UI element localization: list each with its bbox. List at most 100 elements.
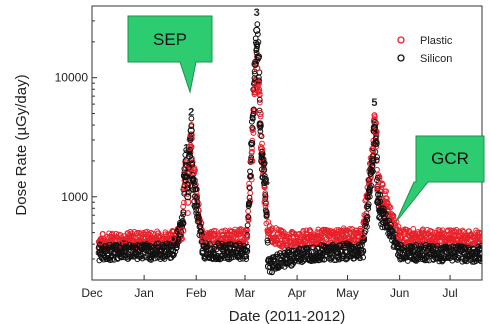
- band-point-silicon: [246, 200, 253, 207]
- peak-label-5: 5: [371, 97, 377, 109]
- band-point-plastic: [133, 231, 140, 237]
- band-point-plastic: [250, 130, 257, 136]
- peak-label-2: 2: [188, 107, 194, 119]
- band-point-silicon: [233, 242, 240, 249]
- band-point-silicon: [195, 212, 202, 218]
- band-point-plastic: [245, 216, 252, 223]
- y-tick-label-1: 10000: [55, 71, 89, 85]
- band-point-silicon: [326, 255, 332, 262]
- band-point-silicon: [364, 213, 371, 220]
- band-point-plastic: [180, 203, 187, 210]
- point-plastic-21: [264, 229, 273, 237]
- band-point-plastic: [117, 232, 124, 239]
- band-point-silicon: [374, 154, 380, 160]
- point-plastic-10: [189, 168, 197, 177]
- band-point-silicon: [188, 123, 195, 130]
- band-point-plastic: [148, 229, 155, 236]
- point-silicon-5: [180, 172, 189, 180]
- band-point-silicon: [369, 162, 376, 169]
- band-point-plastic: [445, 227, 451, 234]
- legend-silicon-marker: [397, 54, 405, 62]
- band-point-silicon: [246, 194, 253, 201]
- x-tick-label-7: Jul: [442, 286, 457, 300]
- point-silicon-15: [251, 60, 259, 68]
- point-plastic-31: [427, 233, 436, 242]
- point-silicon-1: [120, 247, 128, 255]
- point-plastic-20: [261, 198, 269, 206]
- band-point-plastic: [246, 184, 253, 191]
- point-silicon-13: [243, 247, 251, 255]
- x-tick-label-6: Jun: [390, 286, 409, 300]
- point-plastic-11: [199, 235, 207, 243]
- band-point-silicon: [171, 251, 177, 258]
- point-plastic-24: [333, 233, 342, 241]
- peak-label-3: 3: [254, 7, 260, 19]
- band-point-silicon: [250, 106, 257, 113]
- point-plastic-32: [461, 234, 469, 242]
- band-point-silicon: [262, 192, 269, 198]
- band-point-silicon: [138, 252, 145, 259]
- point-silicon-23: [308, 248, 316, 257]
- x-tick-label-4: Apr: [288, 286, 307, 300]
- band-point-silicon: [193, 186, 200, 193]
- band-point-plastic: [256, 99, 263, 106]
- band-point-silicon: [184, 185, 191, 192]
- band-point-silicon: [247, 172, 254, 179]
- point-plastic-19: [258, 145, 266, 153]
- point-plastic-12: [224, 234, 232, 242]
- band-point-plastic: [257, 132, 264, 139]
- point-plastic-14: [248, 157, 256, 165]
- band-point-plastic: [352, 230, 359, 237]
- x-tick-label-2: Feb: [186, 286, 207, 300]
- y-axis-title: Dose Rate (µGy/day): [13, 74, 30, 215]
- band-point-silicon: [254, 31, 261, 38]
- band-point-silicon: [191, 183, 198, 190]
- band-point-silicon: [455, 252, 462, 259]
- band-point-silicon: [369, 168, 376, 175]
- band-point-plastic: [109, 230, 116, 237]
- point-plastic-22: [281, 236, 289, 245]
- band-point-plastic: [383, 195, 390, 202]
- band-point-silicon: [269, 269, 275, 276]
- band-point-silicon: [140, 251, 146, 257]
- point-silicon-32: [461, 250, 469, 258]
- band-point-silicon: [244, 243, 251, 250]
- band-point-plastic: [248, 176, 255, 183]
- point-plastic-0: [96, 238, 105, 246]
- band-point-plastic: [383, 188, 389, 195]
- band-point-silicon: [463, 258, 470, 265]
- band-point-silicon: [253, 49, 260, 56]
- band-point-silicon: [175, 239, 181, 245]
- band-point-plastic: [181, 199, 187, 206]
- point-plastic-4: [179, 226, 187, 235]
- band-point-silicon: [245, 214, 252, 220]
- band-point-plastic: [424, 226, 431, 233]
- band-point-silicon: [195, 214, 202, 221]
- point-silicon-8: [185, 152, 194, 160]
- band-point-silicon: [243, 256, 250, 262]
- point-silicon-16: [253, 26, 261, 34]
- band-point-silicon: [188, 115, 195, 122]
- band-point-silicon: [411, 243, 418, 250]
- x-tick-label-1: Jan: [134, 286, 153, 300]
- band-point-silicon: [190, 180, 197, 186]
- band-point-silicon: [244, 222, 251, 229]
- point-plastic-30: [396, 233, 404, 241]
- point-silicon-9: [187, 126, 195, 135]
- point-plastic-29: [374, 183, 382, 191]
- band-point-silicon: [261, 173, 268, 179]
- point-silicon-24: [333, 248, 342, 256]
- band-point-silicon: [477, 258, 482, 265]
- band-point-silicon: [192, 193, 198, 200]
- legend-plastic-marker: [397, 36, 405, 44]
- point-silicon-10: [189, 175, 197, 183]
- band-point-silicon: [254, 21, 261, 28]
- band-point-plastic: [459, 227, 466, 234]
- band-point-plastic: [127, 228, 134, 235]
- y-tick-label-0: 1000: [61, 190, 88, 204]
- x-axis-title: Date (2011-2012): [229, 308, 345, 324]
- band-point-silicon: [455, 255, 462, 261]
- band-point-silicon: [194, 199, 201, 205]
- point-silicon-25: [359, 247, 367, 255]
- band-point-silicon: [248, 118, 255, 125]
